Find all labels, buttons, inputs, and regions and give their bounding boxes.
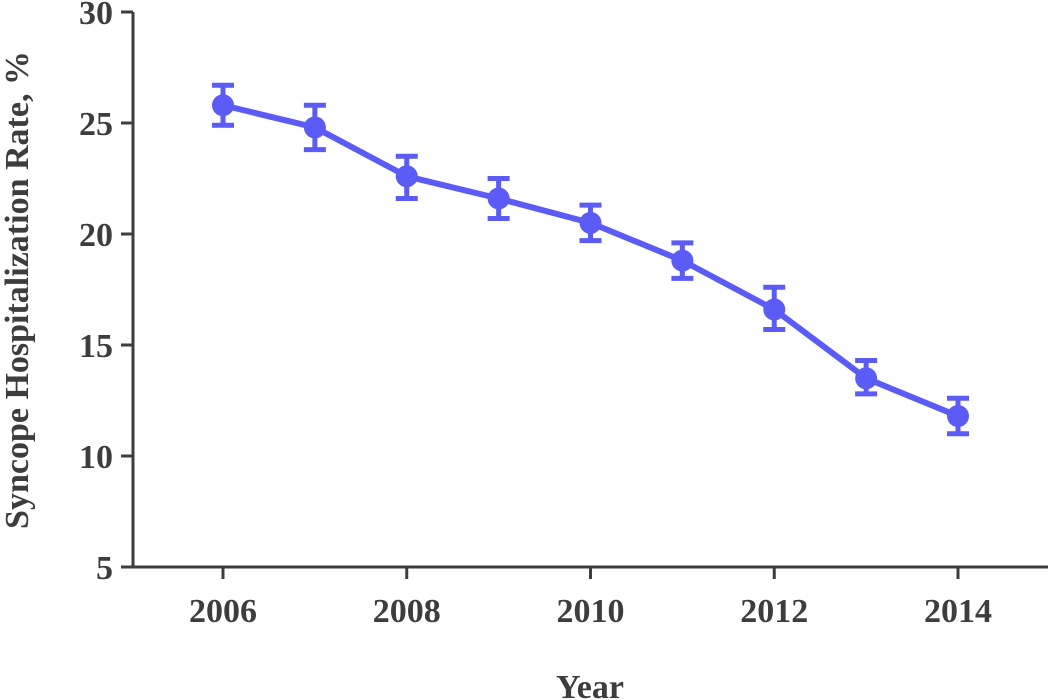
x-axis-ticks: 2006 2008 2010 2012 2014 bbox=[189, 567, 992, 630]
y-axis-ticks: 5 10 15 20 25 30 bbox=[79, 0, 133, 587]
y-tick-label: 10 bbox=[79, 439, 113, 476]
x-tick-label: 2010 bbox=[557, 593, 625, 630]
data-point bbox=[947, 405, 969, 428]
data-point bbox=[763, 298, 786, 321]
x-tick-label: 2008 bbox=[373, 593, 441, 630]
data-point bbox=[487, 187, 510, 210]
x-tick-label: 2006 bbox=[189, 593, 257, 630]
y-axis-title: Syncope Hospitalization Rate, % bbox=[0, 51, 36, 529]
x-tick-label: 2012 bbox=[740, 593, 808, 630]
x-axis-title: Year bbox=[556, 669, 624, 700]
y-tick-label: 15 bbox=[79, 328, 113, 365]
data-point bbox=[395, 165, 418, 188]
x-tick-label: 2014 bbox=[924, 593, 992, 630]
y-tick-label: 20 bbox=[79, 217, 113, 254]
data-point bbox=[579, 211, 602, 234]
series-line bbox=[222, 102, 960, 419]
data-point bbox=[212, 94, 234, 117]
data-point bbox=[855, 367, 878, 390]
data-point bbox=[303, 116, 326, 139]
y-tick-label: 30 bbox=[79, 0, 113, 32]
y-tick-label: 25 bbox=[79, 106, 113, 143]
y-tick-label: 5 bbox=[96, 550, 113, 587]
plot-area bbox=[212, 82, 969, 437]
data-point bbox=[671, 249, 694, 272]
